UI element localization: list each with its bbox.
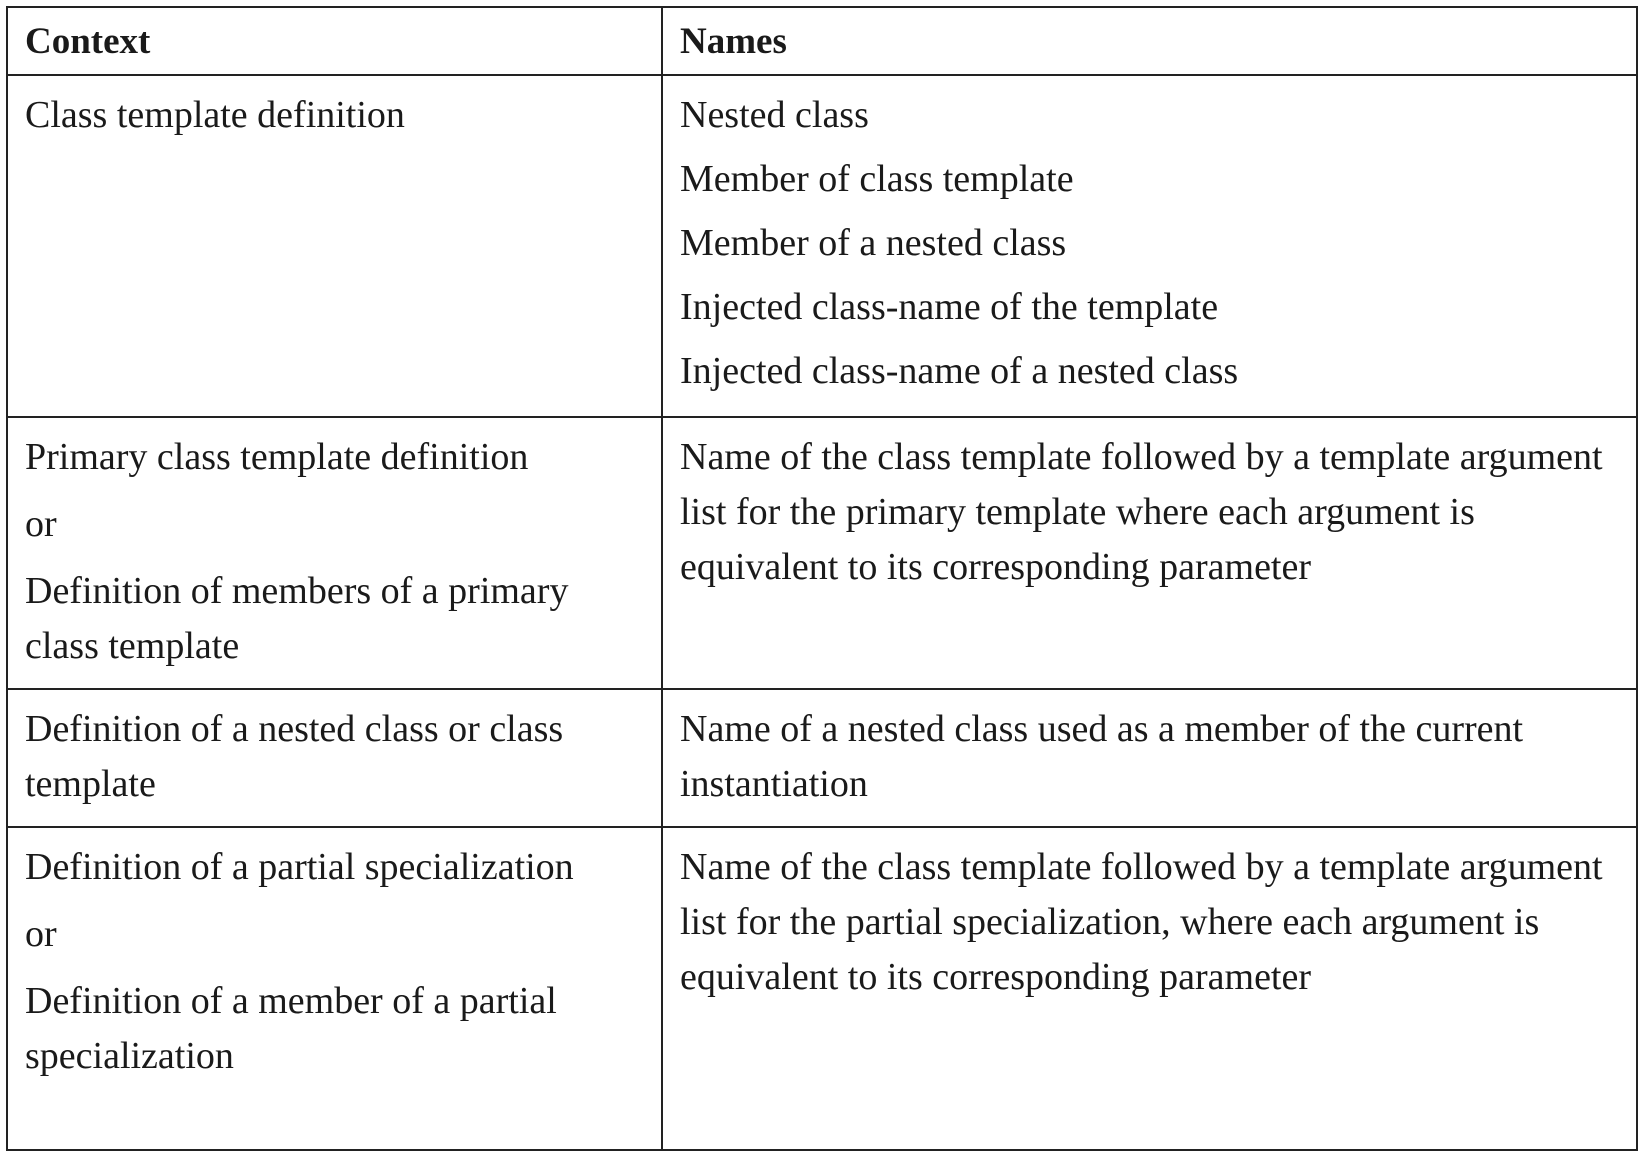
- context-text: Definition of a partial specialization: [25, 846, 574, 888]
- context-cell: Definition of a partial specialization o…: [6, 826, 663, 1151]
- table-row: Primary class template definition or Def…: [6, 416, 1638, 690]
- names-item: Injected class-name of the template: [680, 286, 1219, 328]
- context-text: Class template definition: [25, 94, 405, 136]
- names-item: Injected class-name of a nested class: [680, 350, 1239, 392]
- names-cell: Name of the class template followed by a…: [661, 416, 1638, 690]
- header-names: Names: [661, 6, 1638, 76]
- table-row: Definition of a nested class or class te…: [6, 688, 1638, 828]
- names-item: Member of class template: [680, 158, 1074, 200]
- names-item: Nested class: [680, 94, 869, 136]
- context-text: Primary class template definition: [25, 436, 529, 478]
- header-context: Context: [6, 6, 663, 76]
- names-text: Name of the class template followed by a…: [680, 846, 1603, 998]
- context-text: Definition of a nested class or class te…: [25, 708, 564, 805]
- names-cell: Name of the class template followed by a…: [661, 826, 1638, 1151]
- context-text: Definition of members of a primary class…: [25, 570, 569, 667]
- context-cell: Class template definition: [6, 74, 663, 418]
- names-cell: Name of a nested class used as a member …: [661, 688, 1638, 828]
- context-text: or: [25, 913, 57, 955]
- context-cell: Primary class template definition or Def…: [6, 416, 663, 690]
- names-text: Name of a nested class used as a member …: [680, 708, 1524, 805]
- table-container: Context Names Class template definition …: [6, 6, 1638, 1151]
- context-names-table: Context Names Class template definition …: [6, 6, 1638, 1151]
- context-text: or: [25, 503, 57, 545]
- context-text: Definition of a member of a partial spec…: [25, 980, 557, 1077]
- names-item: Member of a nested class: [680, 222, 1067, 264]
- names-text: Name of the class template followed by a…: [680, 436, 1603, 588]
- names-cell: Nested class Member of class template Me…: [661, 74, 1638, 418]
- header-row: Context Names: [6, 6, 1638, 76]
- table-row: Definition of a partial specialization o…: [6, 826, 1638, 1151]
- table-row: Class template definition Nested class M…: [6, 74, 1638, 418]
- context-cell: Definition of a nested class or class te…: [6, 688, 663, 828]
